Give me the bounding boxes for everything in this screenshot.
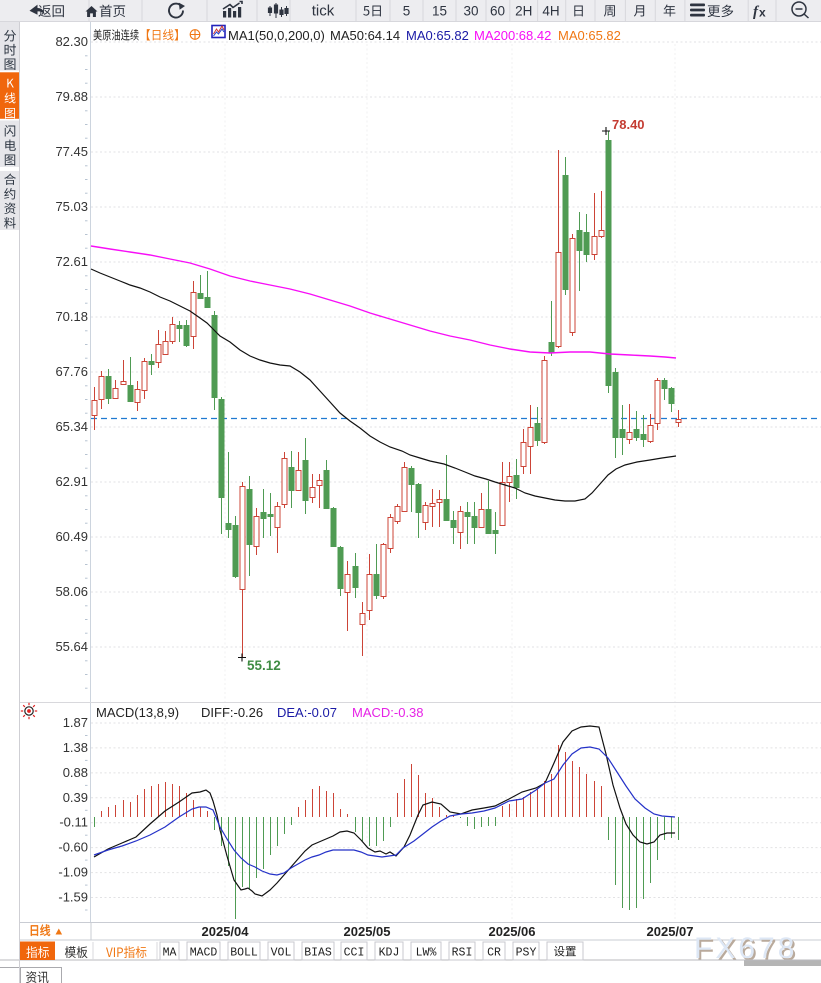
svg-text:-1.59: -1.59 [58,890,88,905]
svg-text:DIFF:-0.26: DIFF:-0.26 [201,705,263,720]
svg-text:55.12: 55.12 [247,658,281,673]
svg-text:tick: tick [312,3,335,20]
svg-text:BIAS: BIAS [304,947,332,960]
svg-text:KDJ: KDJ [379,947,400,960]
svg-text:0.88: 0.88 [63,765,88,780]
svg-text:LW%: LW% [416,947,437,960]
svg-text:x: x [759,6,766,20]
svg-text:72.61: 72.61 [55,254,88,269]
svg-text:CCI: CCI [344,947,365,960]
svg-text:0.39: 0.39 [63,790,88,805]
svg-text:58.06: 58.06 [55,584,88,599]
svg-text:CR: CR [487,947,501,960]
svg-text:77.45: 77.45 [55,144,88,159]
svg-text:65.34: 65.34 [55,419,88,434]
svg-text:78.40: 78.40 [612,117,645,132]
svg-text:4H: 4H [542,4,559,19]
svg-text:PSY: PSY [516,947,537,960]
svg-text:60.49: 60.49 [55,529,88,544]
svg-text:-1.09: -1.09 [58,865,88,880]
svg-text:1.87: 1.87 [63,715,88,730]
svg-text:62.91: 62.91 [55,474,88,489]
svg-text:MA: MA [163,947,177,960]
svg-text:1.38: 1.38 [63,740,88,755]
svg-text:BOLL: BOLL [230,947,258,960]
svg-text:MA0:65.82: MA0:65.82 [558,28,621,43]
svg-text:15: 15 [432,4,447,19]
svg-text:55.64: 55.64 [55,639,88,654]
svg-text:MA0:65.82: MA0:65.82 [406,28,469,43]
svg-text:2025/07: 2025/07 [647,924,694,939]
svg-text:-0.60: -0.60 [58,840,88,855]
svg-text:MA200:68.42: MA200:68.42 [474,28,551,43]
svg-text:VOL: VOL [271,947,292,960]
svg-text:MA1(50,0,200,0): MA1(50,0,200,0) [228,28,325,43]
svg-text:RSI: RSI [452,947,473,960]
svg-text:MA50:64.14: MA50:64.14 [330,28,400,43]
svg-text:2025/06: 2025/06 [489,924,536,939]
svg-text:5: 5 [403,4,411,19]
svg-text:-0.11: -0.11 [59,815,88,830]
svg-text:67.76: 67.76 [55,364,88,379]
svg-text:MACD:-0.38: MACD:-0.38 [352,705,424,720]
svg-text:MACD(13,8,9): MACD(13,8,9) [96,705,179,720]
svg-text:MACD: MACD [190,947,218,960]
svg-text:DEA:-0.07: DEA:-0.07 [277,705,337,720]
svg-text:2025/05: 2025/05 [344,924,391,939]
svg-text:f: f [753,4,760,20]
svg-text:60: 60 [490,4,505,19]
svg-text:70.18: 70.18 [55,309,88,324]
svg-text:82.30: 82.30 [55,34,88,49]
svg-text:75.03: 75.03 [55,199,88,214]
svg-text:79.88: 79.88 [55,89,88,104]
svg-text:2H: 2H [515,4,532,19]
svg-text:2025/04: 2025/04 [202,924,250,939]
svg-text:30: 30 [463,4,478,19]
